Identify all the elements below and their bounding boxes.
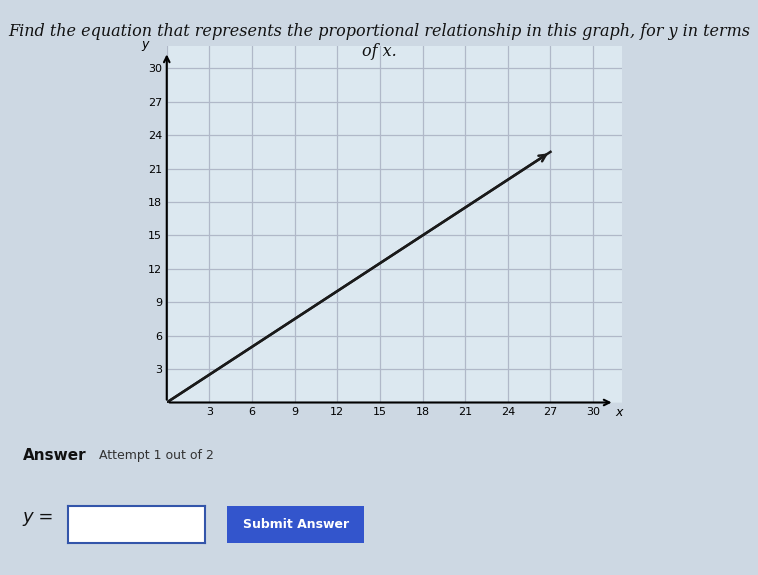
Text: y =: y =: [23, 508, 55, 527]
Text: y: y: [142, 38, 149, 51]
Text: Answer: Answer: [23, 448, 86, 463]
Text: x: x: [615, 406, 622, 419]
Text: Attempt 1 out of 2: Attempt 1 out of 2: [99, 448, 214, 462]
Text: Find the equation that represents the proportional relationship in this graph, f: Find the equation that represents the pr…: [8, 23, 750, 60]
Text: Submit Answer: Submit Answer: [243, 518, 349, 531]
